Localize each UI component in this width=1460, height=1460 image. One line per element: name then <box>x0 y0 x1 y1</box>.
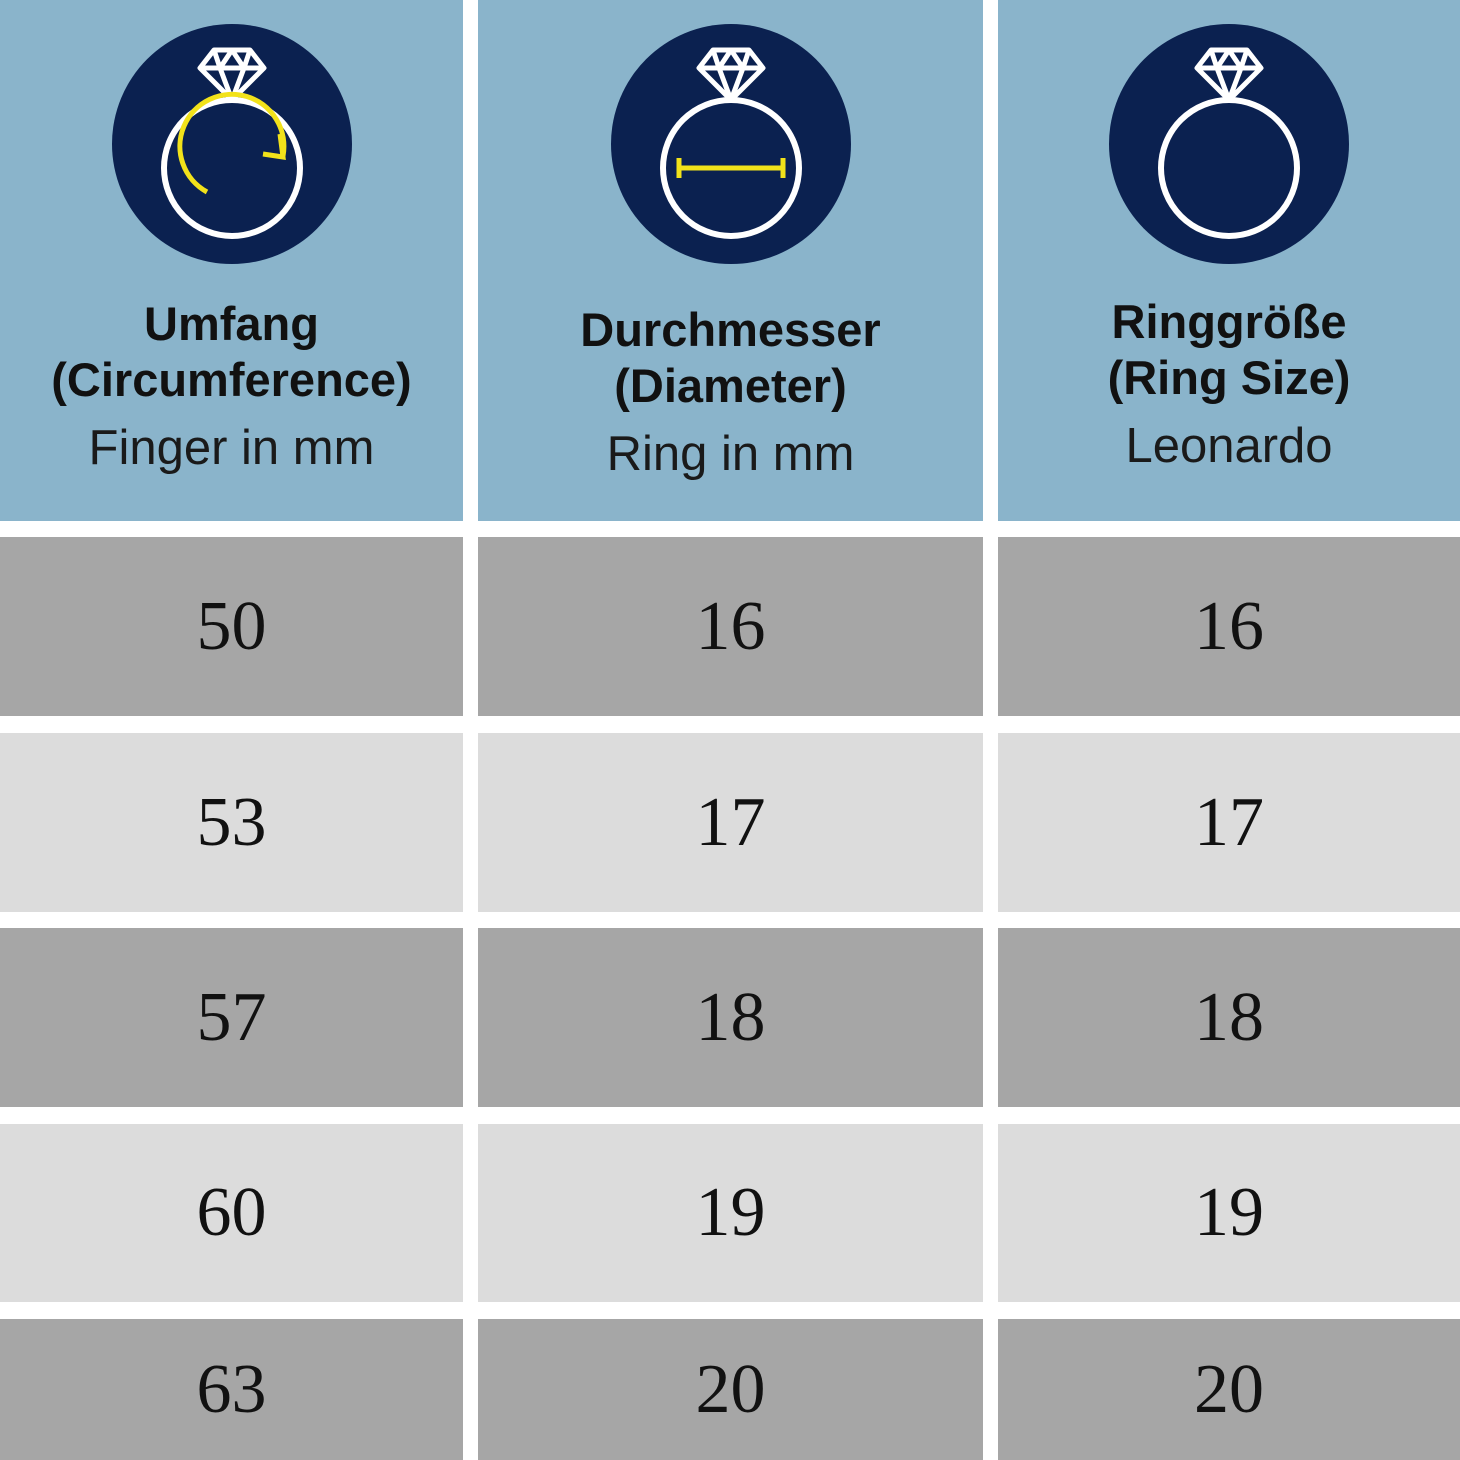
table-cell: 16 <box>998 537 1460 716</box>
column-subtitle: Finger in mm <box>88 421 375 475</box>
table-cell: 17 <box>478 733 983 912</box>
column-header: Umfang (Circumference) Finger in mm <box>0 0 463 521</box>
table-cell: 17 <box>998 733 1460 912</box>
table-cell: 18 <box>998 928 1460 1107</box>
column-header: Ringgröße (Ring Size) Leonardo <box>998 0 1460 521</box>
column-subtitle: Leonardo <box>1125 419 1333 473</box>
table-cell: 63 <box>0 1319 463 1460</box>
table-cell: 19 <box>998 1124 1460 1302</box>
table-cell: 53 <box>0 733 463 912</box>
column-header: Durchmesser (Diameter) Ring in mm <box>478 0 983 521</box>
column-2: Ringgröße (Ring Size) Leonardo 16 17 18 19 2… <box>998 0 1460 1460</box>
column-title-translation: (Ring Size) <box>1107 351 1351 404</box>
column-title-translation: (Circumference) <box>51 353 412 406</box>
column-title-translation: (Diameter) <box>614 359 847 412</box>
table-cell: 19 <box>478 1124 983 1302</box>
column-title: Durchmesser <box>580 303 881 356</box>
table-cell: 18 <box>478 928 983 1107</box>
table-cell: 57 <box>0 928 463 1107</box>
table-cell: 60 <box>0 1124 463 1302</box>
table-cell: 20 <box>998 1319 1460 1460</box>
column-subtitle: Ring in mm <box>606 427 855 481</box>
table-cell: 50 <box>0 537 463 716</box>
ring-size-icon <box>1109 24 1349 264</box>
ring-diameter-icon <box>610 24 851 264</box>
table-cell: 16 <box>478 537 983 716</box>
column-1: Durchmesser (Diameter) Ring in mm 16 17 18… <box>478 0 983 1460</box>
table-cell: 20 <box>478 1319 983 1460</box>
column-0: Umfang (Circumference) Finger in mm 50 53… <box>0 0 463 1460</box>
column-title: Umfang <box>144 297 319 350</box>
ring-circumference-icon <box>111 24 352 264</box>
column-title: Ringgröße <box>1111 295 1347 348</box>
